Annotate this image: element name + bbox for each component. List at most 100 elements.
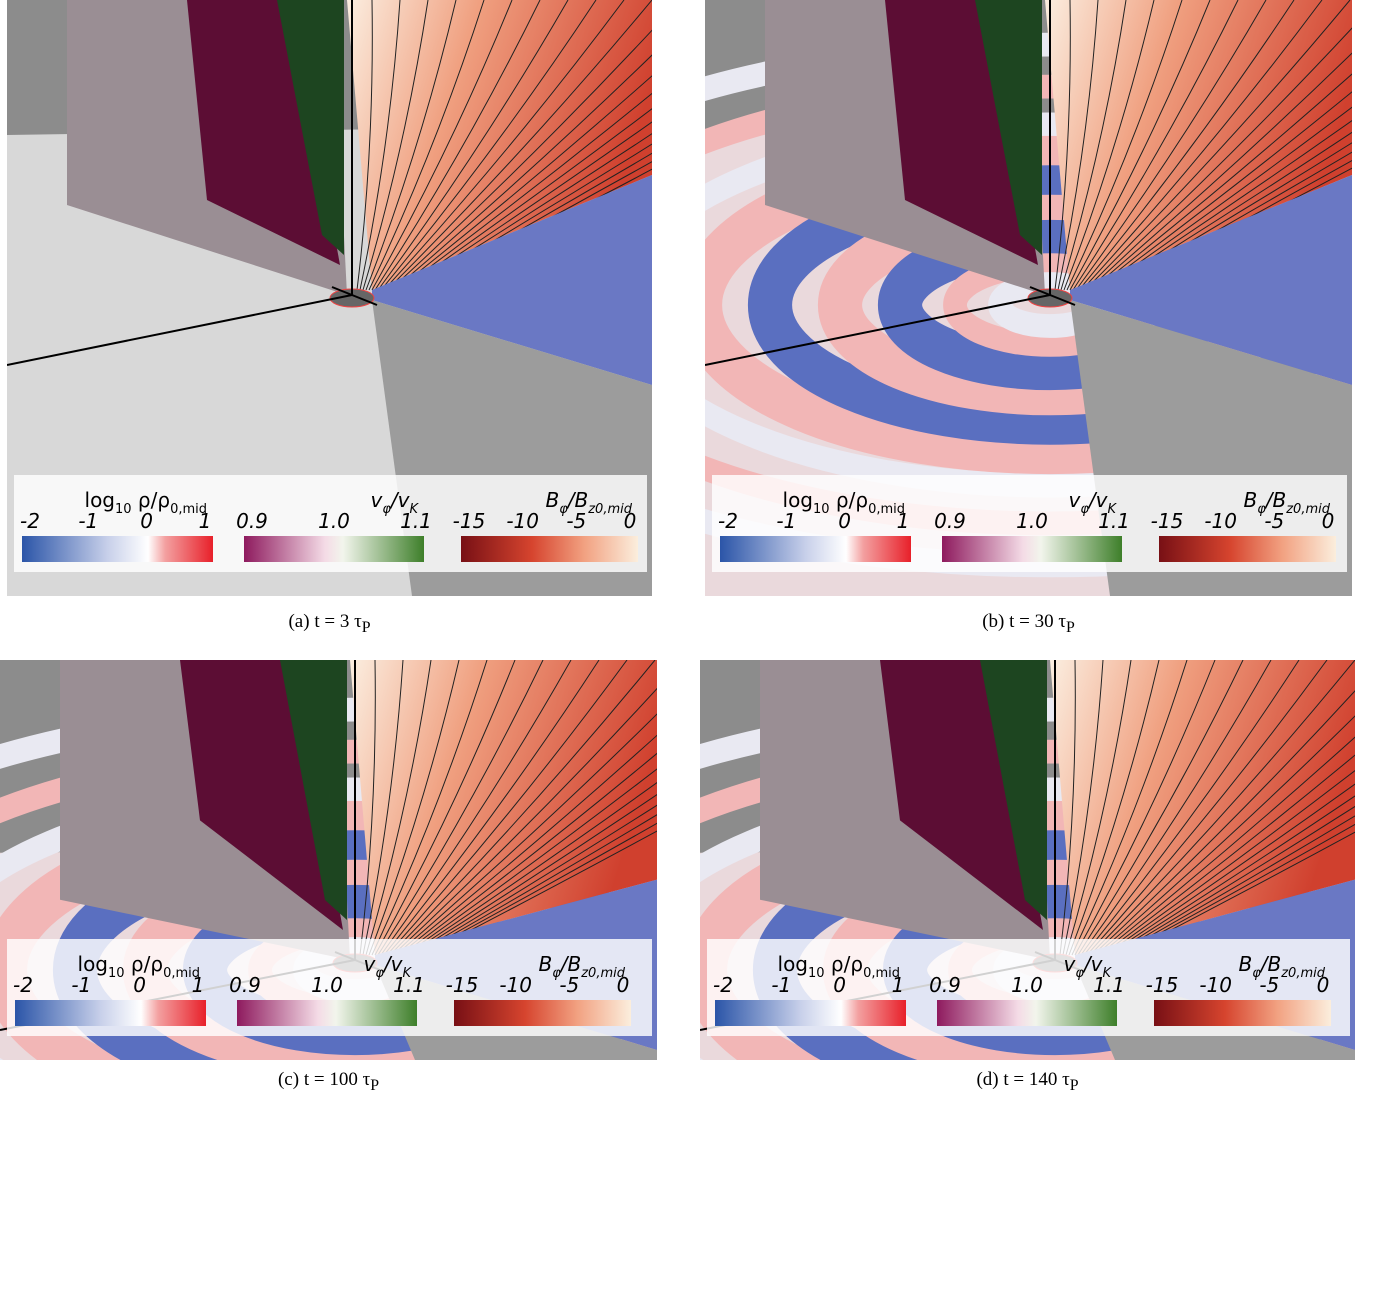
- field-line: [1069, 0, 1211, 291]
- subscript: 0,mid: [163, 966, 200, 981]
- field-line: [362, 0, 429, 291]
- x-axis: [7, 294, 353, 366]
- sub-keplerian-wedge: [280, 660, 347, 920]
- field-line: [1107, 783, 1355, 956]
- text-part: /B: [1259, 952, 1281, 976]
- colorbar: [1159, 536, 1336, 562]
- field-line: [1060, 0, 1127, 291]
- caption: (b) t = 30 τP: [705, 611, 1352, 637]
- colorbar: [244, 536, 424, 562]
- subscript: z0,mid: [587, 502, 633, 517]
- colorbar-tick: 0: [624, 509, 637, 533]
- field-line: [389, 29, 652, 291]
- field-line: [1102, 119, 1352, 291]
- colorbar-tick: -2: [718, 509, 738, 533]
- field-line: [422, 830, 657, 956]
- field-line: [365, 0, 457, 291]
- field-line: [371, 660, 488, 956]
- colorbar-label: vφ/vK: [370, 488, 419, 517]
- sub-keplerian-wedge: [980, 660, 1047, 920]
- field-line: [401, 752, 657, 956]
- colorbar-tick: -15: [446, 973, 479, 997]
- colorbar-tick: -5: [559, 973, 579, 997]
- sub-keplerian-wedge: [975, 0, 1042, 255]
- colorbar-tick: -1: [776, 509, 796, 533]
- text-part: /B: [1264, 488, 1286, 512]
- colorbar-tick: -15: [1151, 509, 1184, 533]
- field-line: [1080, 660, 1272, 956]
- colorbar-tick: -5: [566, 509, 586, 533]
- text-part: (b) t = 30 τ: [982, 611, 1066, 632]
- field-line: [398, 734, 657, 956]
- field-line: [377, 0, 569, 291]
- field-line: [1087, 27, 1352, 291]
- colorbar-tick: -10: [499, 973, 532, 997]
- text-part: B: [1243, 488, 1257, 512]
- colorbar-tick: -1: [771, 973, 791, 997]
- colorbar-label: vφ/vK: [1063, 952, 1112, 981]
- colorbar-tick: -15: [1146, 973, 1179, 997]
- subscript: z0,mid: [1280, 966, 1326, 981]
- text-part: B: [538, 952, 552, 976]
- field-line: [1089, 660, 1355, 956]
- field-line: [1068, 660, 1160, 956]
- subscript: P: [1065, 618, 1075, 636]
- field-line: [1063, 0, 1155, 291]
- field-line: [1057, 0, 1099, 291]
- subscript: φ: [382, 502, 391, 517]
- colorbar-tick: 0: [133, 973, 146, 997]
- field-line: [374, 0, 541, 291]
- magnetic-field-wedge: [1050, 660, 1355, 955]
- colorbar: [942, 536, 1122, 562]
- colorbar-label: log10 ρ/ρ0,mid: [78, 952, 200, 981]
- text-part: /v: [389, 488, 411, 512]
- text-part: v: [370, 488, 383, 512]
- text-part: /v: [1082, 952, 1104, 976]
- subscript: φ: [552, 966, 561, 981]
- field-line: [386, 0, 652, 291]
- field-line: [1099, 106, 1352, 291]
- colorbar-tick: 0: [833, 973, 846, 997]
- field-line: [1062, 660, 1104, 956]
- text-part: ρ/ρ: [825, 952, 864, 976]
- text-part: v: [363, 952, 376, 976]
- colorbar-label: Bφ/Bz0,mid: [1243, 488, 1330, 517]
- colorbar-tick: 1.1: [1098, 509, 1130, 533]
- field-line: [383, 660, 600, 956]
- subscript: z0,mid: [580, 966, 626, 981]
- magnetic-field-wedge: [1045, 0, 1352, 290]
- simulation-panel: log10 ρ/ρ0,mid-2 -1 0 1vφ/vK0.9 1.0 1.1Bφ/Bz0…: [7, 0, 652, 596]
- field-line: [380, 660, 572, 956]
- text-part: (d) t = 140 τ: [976, 1069, 1070, 1090]
- colorbar-tick: 0: [617, 973, 630, 997]
- colorbar-tick: -1: [78, 509, 98, 533]
- colorbar-label: vφ/vK: [1068, 488, 1117, 517]
- colorbar-tick: 0.9: [929, 973, 961, 997]
- subscript: 10: [115, 502, 132, 517]
- text-part: log: [78, 952, 109, 976]
- colorbar: [237, 1000, 417, 1026]
- magnetic-field-wedge: [347, 0, 652, 290]
- colorbar-tick: 1: [192, 973, 205, 997]
- field-line: [1075, 0, 1267, 291]
- field-line: [398, 92, 652, 291]
- field-line: [374, 660, 516, 956]
- colorbar-tick: 1.1: [393, 973, 425, 997]
- caption: (c) t = 100 τP: [0, 1069, 657, 1095]
- colorbar-tick: 0: [140, 509, 153, 533]
- field-line: [1059, 660, 1076, 956]
- field-line: [1104, 769, 1355, 956]
- field-line: [1074, 660, 1216, 956]
- field-line: [1101, 754, 1355, 956]
- colorbar-tick: 0: [838, 509, 851, 533]
- field-line: [1090, 52, 1352, 291]
- field-line: [389, 660, 656, 956]
- caption: (a) t = 3 τP: [7, 611, 652, 637]
- field-line: [395, 713, 657, 956]
- field-line: [1122, 831, 1355, 956]
- field-line: [380, 0, 597, 291]
- text-part: B: [545, 488, 559, 512]
- colorbar-tick: 0.9: [229, 973, 261, 997]
- colorbar-tick: 1: [897, 509, 910, 533]
- colorbar-tick: -5: [1264, 509, 1284, 533]
